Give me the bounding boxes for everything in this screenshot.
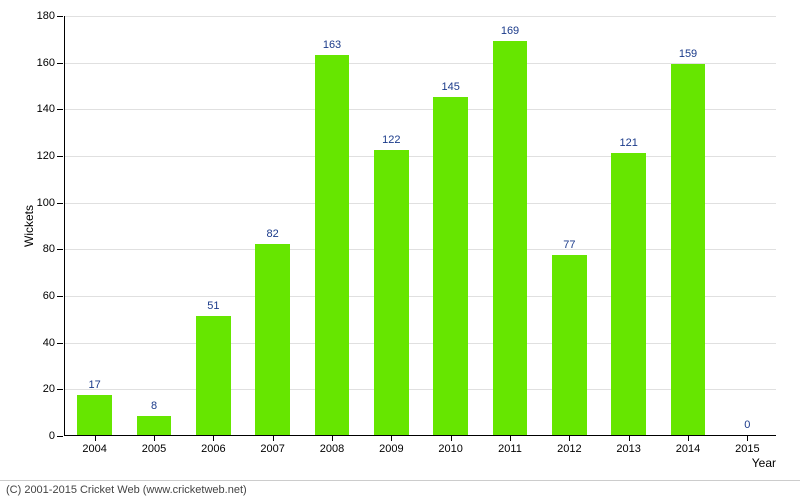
x-tick xyxy=(451,435,452,441)
y-tick xyxy=(57,343,63,344)
y-tick-label: 60 xyxy=(43,290,55,302)
x-tick-label: 2008 xyxy=(320,443,344,455)
bar-value-label: 51 xyxy=(207,300,219,312)
x-axis-title: Year xyxy=(752,456,776,470)
x-tick xyxy=(213,435,214,441)
bar-value-label: 0 xyxy=(744,419,750,431)
x-tick-label: 2014 xyxy=(676,443,700,455)
x-tick-label: 2011 xyxy=(498,443,522,455)
y-tick-label: 120 xyxy=(37,150,55,162)
bar-value-label: 163 xyxy=(323,39,341,51)
x-tick-label: 2004 xyxy=(82,443,106,455)
y-tick xyxy=(57,389,63,390)
grid-line xyxy=(65,389,776,390)
y-tick-label: 80 xyxy=(43,243,55,255)
bar xyxy=(552,255,586,435)
bar-value-label: 8 xyxy=(151,400,157,412)
bar xyxy=(255,244,289,435)
x-tick-label: 2007 xyxy=(260,443,284,455)
bar xyxy=(315,55,349,435)
x-tick xyxy=(688,435,689,441)
x-tick xyxy=(273,435,274,441)
grid-line xyxy=(65,16,776,17)
grid-line xyxy=(65,63,776,64)
bar xyxy=(493,41,527,435)
y-tick-label: 160 xyxy=(37,57,55,69)
y-tick xyxy=(57,16,63,17)
bar-value-label: 77 xyxy=(563,239,575,251)
x-tick xyxy=(510,435,511,441)
y-tick xyxy=(57,436,63,437)
x-tick-label: 2006 xyxy=(201,443,225,455)
y-tick-label: 40 xyxy=(43,337,55,349)
y-tick xyxy=(57,203,63,204)
bar-value-label: 121 xyxy=(619,137,637,149)
y-tick xyxy=(57,109,63,110)
x-tick-label: 2012 xyxy=(557,443,581,455)
y-tick xyxy=(57,156,63,157)
x-tick-label: 2013 xyxy=(616,443,640,455)
grid-line xyxy=(65,249,776,250)
grid-line xyxy=(65,203,776,204)
bar xyxy=(433,97,467,435)
x-tick xyxy=(569,435,570,441)
x-tick xyxy=(747,435,748,441)
x-tick xyxy=(95,435,96,441)
y-tick-label: 100 xyxy=(37,197,55,209)
bar xyxy=(611,153,645,435)
bar-value-label: 82 xyxy=(267,228,279,240)
y-tick xyxy=(57,296,63,297)
grid-line xyxy=(65,343,776,344)
x-tick xyxy=(154,435,155,441)
y-axis-title: Wickets xyxy=(22,205,36,247)
bar xyxy=(137,416,171,435)
x-tick-label: 2009 xyxy=(379,443,403,455)
y-tick xyxy=(57,63,63,64)
x-tick-label: 2015 xyxy=(735,443,759,455)
x-tick xyxy=(629,435,630,441)
chart-container: 0 20 40 60 80 100 120 140 160 180 17 2004 8 2005 51 200… xyxy=(0,0,800,500)
plot-area: 0204060801001201401601801720048200551200… xyxy=(64,16,776,436)
grid-line xyxy=(65,296,776,297)
bar xyxy=(77,395,111,435)
x-tick-label: 2005 xyxy=(142,443,166,455)
y-tick-label: 20 xyxy=(43,383,55,395)
grid-line xyxy=(65,156,776,157)
bar-value-label: 145 xyxy=(441,81,459,93)
bar xyxy=(196,316,230,435)
bar xyxy=(374,150,408,435)
y-tick xyxy=(57,249,63,250)
x-tick xyxy=(332,435,333,441)
bar-value-label: 169 xyxy=(501,25,519,37)
y-tick-label: 0 xyxy=(49,430,55,442)
grid-line xyxy=(65,109,776,110)
y-tick-label: 140 xyxy=(37,103,55,115)
bar xyxy=(671,64,705,435)
bar-value-label: 159 xyxy=(679,48,697,60)
copyright-footer: (C) 2001-2015 Cricket Web (www.cricketwe… xyxy=(0,480,800,500)
x-tick xyxy=(391,435,392,441)
bar-value-label: 17 xyxy=(89,379,101,391)
bar-value-label: 122 xyxy=(382,134,400,146)
x-tick-label: 2010 xyxy=(438,443,462,455)
y-tick-label: 180 xyxy=(37,10,55,22)
